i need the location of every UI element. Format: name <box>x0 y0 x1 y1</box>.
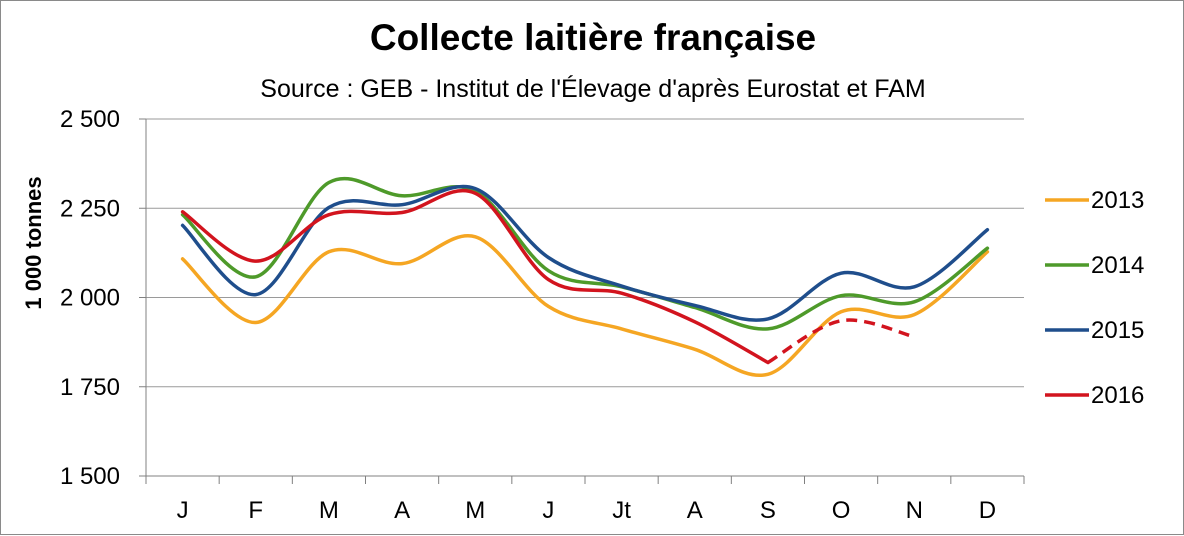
gridlines <box>146 118 1024 388</box>
legend-label-2016: 2016 <box>1091 382 1144 409</box>
x-tick-label: S <box>760 497 776 524</box>
x-tick-label: Jt <box>612 497 631 524</box>
legend-label-2013: 2013 <box>1091 187 1144 214</box>
x-tick-label: D <box>979 497 996 524</box>
chart-title: Collecte laitière française <box>370 17 816 58</box>
y-tick-label: 2 500 <box>60 106 120 133</box>
series-lines <box>180 176 990 378</box>
x-tick-label: M <box>465 497 485 524</box>
y-tick-label: 1 500 <box>60 463 120 490</box>
x-tick-label: F <box>248 497 263 524</box>
x-tick-label: O <box>832 497 851 524</box>
series-line-2013 <box>180 234 990 378</box>
axes <box>139 118 1025 484</box>
chart-subtitle: Source : GEB - Institut de l'Élevage d'a… <box>260 74 925 103</box>
series-line-2016 <box>180 188 770 365</box>
series-line-2016-estimate <box>767 318 915 365</box>
y-tick-label: 1 750 <box>60 374 120 401</box>
series-line-2015 <box>180 184 990 322</box>
x-tick-label: M <box>319 497 339 524</box>
x-tick-label: J <box>177 497 189 524</box>
legend: 2013 2014 2015 2016 <box>1045 187 1144 409</box>
y-tick-label: 2 250 <box>60 195 120 222</box>
x-tick-label: J <box>542 497 554 524</box>
x-tick-label: A <box>394 497 410 524</box>
legend-label-2015: 2015 <box>1091 317 1144 344</box>
y-axis-label: 1 000 tonnes <box>21 176 46 309</box>
x-tick-label: A <box>687 497 703 524</box>
y-tick-labels: 1 500 1 750 2 000 2 250 2 500 <box>60 106 120 490</box>
series-line-2014 <box>180 176 990 331</box>
x-tick-labels: J F M A M J Jt A S O N D <box>177 497 997 524</box>
legend-label-2014: 2014 <box>1091 252 1144 279</box>
x-tick-label: N <box>906 497 923 524</box>
y-tick-label: 2 000 <box>60 285 120 312</box>
